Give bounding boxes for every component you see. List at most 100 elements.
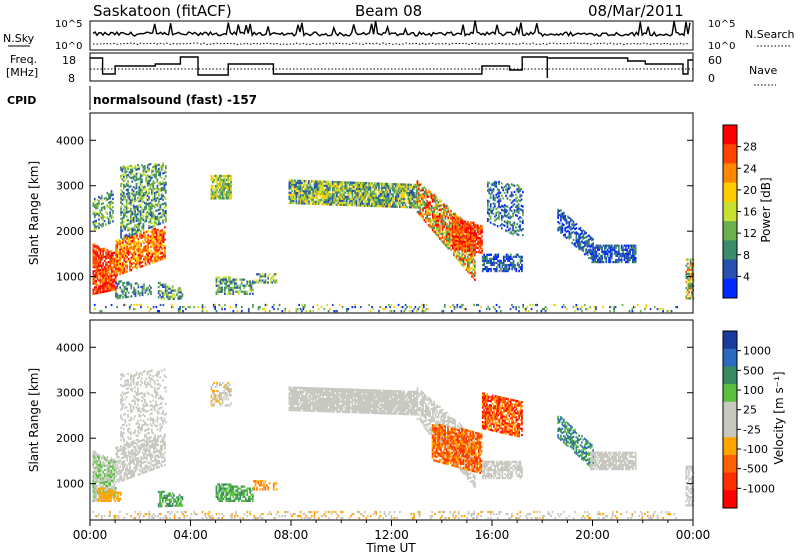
range-gate-cell	[93, 199, 96, 203]
range-gate-cell	[386, 203, 389, 206]
range-gate-cell	[340, 181, 342, 184]
range-gate-cell	[630, 246, 633, 249]
range-gate-cell	[107, 279, 110, 282]
range-gate-cell	[352, 196, 355, 199]
range-gate-cell	[139, 187, 142, 190]
range-gate-cell	[164, 254, 166, 257]
range-gate-cell	[691, 274, 693, 277]
range-gate-cell	[620, 256, 623, 260]
range-gate-cell	[166, 289, 168, 292]
range-gate-cell	[214, 306, 216, 309]
range-gate-cell	[315, 202, 317, 205]
range-gate-cell	[494, 199, 496, 202]
range-gate-cell	[272, 275, 275, 278]
range-gate-cell	[146, 166, 149, 169]
range-gate-cell	[170, 295, 173, 298]
range-gate-cell	[615, 254, 617, 257]
range-gate-cell	[461, 257, 464, 260]
range-gate-cell	[605, 258, 608, 262]
range-gate-cell	[228, 193, 231, 196]
range-gate-cell	[134, 206, 136, 209]
range-gate-cell	[366, 192, 369, 195]
range-gate-cell	[576, 244, 579, 247]
range-gate-cell	[629, 258, 631, 262]
range-gate-cell	[441, 228, 444, 231]
range-gate-cell	[153, 204, 156, 207]
range-gate-cell	[594, 248, 596, 251]
range-gate-cell	[124, 271, 127, 274]
range-gate-cell	[103, 249, 106, 252]
range-gate-cell	[470, 239, 472, 242]
range-gate-cell	[153, 192, 156, 195]
range-gate-cell	[453, 231, 455, 234]
range-gate-cell	[226, 183, 228, 186]
range-gate-cell	[337, 197, 340, 200]
range-gate-cell	[465, 229, 468, 232]
range-gate-cell	[102, 286, 104, 289]
range-gate-cell	[159, 244, 162, 247]
range-gate-cell	[119, 254, 121, 257]
range-gate-cell	[403, 205, 405, 209]
range-gate-cell	[144, 231, 147, 234]
range-gate-cell	[334, 203, 337, 206]
range-gate-cell	[481, 239, 483, 242]
range-gate-cell	[436, 203, 438, 206]
range-gate-cell	[688, 285, 690, 288]
range-gate-cell	[443, 221, 445, 225]
range-gate-cell	[463, 236, 465, 239]
range-gate-cell	[351, 202, 354, 205]
range-gate-cell	[327, 191, 330, 194]
range-gate-cell	[453, 308, 456, 311]
range-gate-cell	[220, 178, 223, 182]
range-gate-cell	[618, 248, 620, 251]
range-gate-cell	[223, 181, 225, 184]
range-gate-cell	[147, 242, 149, 245]
range-gate-cell	[239, 284, 242, 287]
range-gate-cell	[453, 219, 455, 222]
range-gate-cell	[354, 200, 356, 203]
range-gate-cell	[171, 285, 174, 288]
range-gate-cell	[154, 254, 156, 257]
range-gate-cell	[488, 200, 491, 203]
range-gate-cell	[589, 235, 592, 238]
range-gate-cell	[519, 257, 522, 260]
range-gate-cell	[224, 278, 226, 281]
range-gate-cell	[123, 224, 125, 227]
range-gate-cell	[102, 222, 104, 225]
range-gate-cell	[447, 243, 450, 246]
range-gate-cell	[685, 264, 688, 267]
range-gate-cell	[103, 272, 106, 275]
range-gate-cell	[217, 284, 219, 287]
range-gate-cell	[509, 217, 512, 220]
range-gate-cell	[456, 227, 458, 230]
range-gate-cell	[145, 240, 148, 244]
range-gate-cell	[441, 232, 444, 235]
range-gate-cell	[303, 184, 306, 187]
range-gate-cell	[471, 225, 474, 228]
range-gate-cell	[581, 246, 583, 249]
range-gate-cell	[427, 207, 430, 210]
range-gate-cell	[137, 223, 139, 226]
range-gate-cell	[362, 198, 365, 201]
range-gate-cell	[352, 189, 355, 192]
range-gate-cell	[345, 197, 348, 200]
range-gate-cell	[474, 252, 476, 255]
range-gate-cell	[102, 284, 104, 287]
range-gate-cell	[159, 258, 162, 261]
range-gate-cell	[95, 251, 97, 254]
range-gate-cell	[217, 195, 220, 198]
range-gate-cell	[136, 258, 138, 261]
range-gate-cell	[633, 256, 636, 260]
range-gate-cell	[124, 236, 127, 239]
range-gate-cell	[440, 232, 443, 236]
range-gate-cell	[110, 256, 113, 259]
range-gate-cell	[404, 197, 407, 200]
range-gate-cell	[110, 258, 113, 261]
range-gate-cell	[567, 221, 569, 224]
range-gate-cell	[109, 273, 111, 276]
range-gate-cell	[214, 193, 217, 196]
range-gate-cell	[464, 254, 466, 257]
range-gate-cell	[441, 234, 444, 237]
range-gate-cell	[529, 303, 531, 307]
range-gate-cell	[160, 189, 163, 192]
